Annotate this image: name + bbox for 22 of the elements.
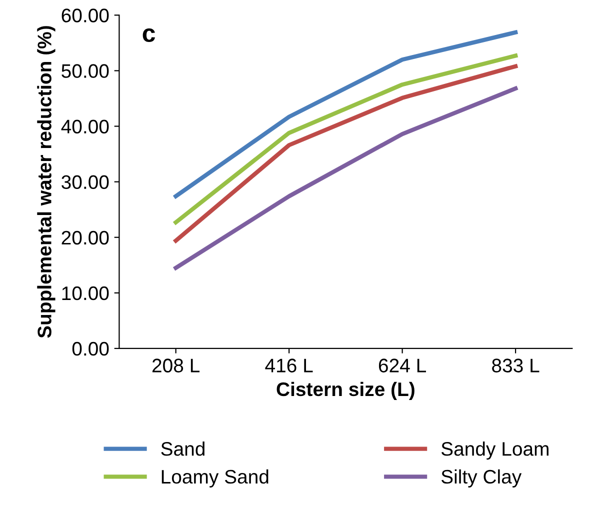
y-axis-title: Supplemental water reduction (%) [37, 26, 56, 338]
y-tick-label: 20.00 [62, 230, 109, 245]
y-tick-label: 40.00 [61, 120, 109, 134]
line-series [174, 64, 518, 243]
y-tick-label: 60.00 [62, 8, 109, 22]
x-tick-label: 833 L [492, 358, 540, 372]
legend-label: Silty Clay [441, 469, 522, 488]
line-series [174, 54, 518, 224]
legend-label: Sand [161, 442, 204, 456]
x-tick-label: 208 L [152, 358, 200, 372]
line-series [174, 86, 518, 270]
y-tick-label: 10.00 [62, 286, 109, 300]
y-tick-label: 50.00 [62, 64, 109, 78]
y-tick-label: 0.00 [72, 342, 109, 356]
x-tick-label: 624 L [378, 358, 426, 372]
line-series [174, 30, 518, 198]
legend-label: Sandy Loam [441, 442, 548, 460]
annotation: c [142, 28, 156, 42]
y-tick-label: 30.00 [62, 175, 109, 190]
legend-label: Loamy Sand [162, 469, 268, 488]
x-axis-title: Cistern size (L) [276, 382, 414, 400]
x-tick-label: 416 L [265, 358, 313, 372]
